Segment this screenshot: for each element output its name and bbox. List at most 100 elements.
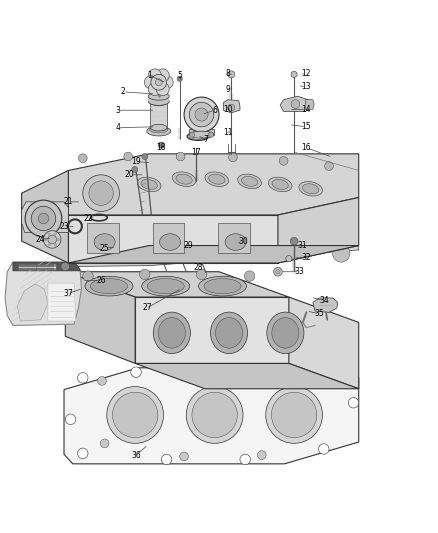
Ellipse shape: [208, 174, 225, 184]
Polygon shape: [68, 246, 359, 263]
Ellipse shape: [158, 318, 185, 348]
Circle shape: [325, 161, 333, 171]
Polygon shape: [135, 297, 289, 364]
Circle shape: [180, 452, 188, 461]
Circle shape: [78, 154, 87, 163]
Circle shape: [186, 386, 243, 443]
Polygon shape: [5, 262, 81, 326]
Text: 7: 7: [204, 134, 208, 143]
Circle shape: [140, 269, 150, 280]
Text: 12: 12: [302, 69, 311, 78]
Polygon shape: [21, 202, 68, 232]
Text: 17: 17: [191, 148, 201, 157]
Circle shape: [156, 69, 169, 82]
Circle shape: [155, 79, 162, 86]
Circle shape: [336, 372, 346, 382]
Ellipse shape: [267, 312, 304, 353]
Circle shape: [44, 238, 48, 241]
Ellipse shape: [142, 276, 190, 296]
Ellipse shape: [189, 131, 214, 138]
Circle shape: [83, 175, 120, 212]
Circle shape: [184, 97, 219, 132]
Ellipse shape: [215, 318, 243, 348]
Ellipse shape: [211, 312, 247, 353]
Text: 11: 11: [223, 127, 233, 136]
Text: 27: 27: [142, 303, 152, 312]
Bar: [218, 223, 250, 253]
Polygon shape: [68, 215, 278, 263]
Circle shape: [249, 369, 258, 378]
Text: 13: 13: [301, 82, 311, 91]
Circle shape: [195, 108, 208, 121]
Polygon shape: [280, 96, 311, 111]
Circle shape: [161, 454, 172, 465]
Polygon shape: [48, 283, 76, 321]
Bar: [189, 130, 214, 135]
Circle shape: [189, 102, 214, 127]
Circle shape: [158, 142, 164, 148]
Ellipse shape: [90, 279, 127, 294]
Circle shape: [279, 157, 288, 165]
Text: 5: 5: [177, 71, 182, 80]
Text: 9: 9: [225, 85, 230, 94]
Circle shape: [156, 83, 169, 95]
Text: 35: 35: [314, 309, 324, 318]
Text: 37: 37: [64, 289, 73, 298]
Circle shape: [47, 243, 51, 246]
Text: 23: 23: [59, 222, 69, 231]
Text: 25: 25: [100, 244, 110, 253]
Text: 4: 4: [115, 123, 120, 132]
Ellipse shape: [137, 177, 161, 192]
Text: 31: 31: [297, 241, 307, 250]
Polygon shape: [13, 262, 80, 271]
Ellipse shape: [176, 174, 192, 184]
Ellipse shape: [141, 180, 157, 189]
Circle shape: [272, 392, 317, 438]
Circle shape: [258, 451, 266, 459]
Circle shape: [142, 154, 148, 159]
Polygon shape: [289, 297, 359, 389]
Text: 36: 36: [131, 450, 141, 459]
Circle shape: [145, 76, 157, 89]
Polygon shape: [21, 171, 68, 263]
Text: 28: 28: [193, 263, 203, 272]
Text: 33: 33: [295, 267, 305, 276]
Circle shape: [65, 414, 76, 425]
Circle shape: [229, 153, 237, 161]
Ellipse shape: [147, 126, 171, 136]
Ellipse shape: [150, 124, 167, 131]
Ellipse shape: [148, 98, 169, 106]
Circle shape: [272, 243, 289, 260]
Ellipse shape: [159, 234, 180, 251]
Circle shape: [291, 100, 300, 108]
Circle shape: [151, 75, 166, 90]
Circle shape: [48, 235, 57, 244]
Circle shape: [266, 386, 322, 443]
Circle shape: [208, 132, 214, 138]
Circle shape: [197, 243, 215, 260]
Circle shape: [78, 373, 88, 383]
Circle shape: [98, 376, 106, 385]
Circle shape: [177, 76, 182, 82]
Circle shape: [228, 104, 235, 111]
Ellipse shape: [153, 312, 191, 353]
Circle shape: [38, 213, 49, 224]
Circle shape: [196, 269, 207, 280]
Circle shape: [53, 232, 57, 236]
Bar: [19, 266, 56, 268]
Circle shape: [210, 367, 221, 377]
Ellipse shape: [94, 234, 115, 251]
Ellipse shape: [238, 174, 261, 189]
Text: 18: 18: [157, 143, 166, 152]
Text: 2: 2: [120, 87, 125, 96]
Ellipse shape: [147, 279, 184, 294]
Circle shape: [176, 152, 185, 161]
Polygon shape: [305, 100, 314, 109]
Circle shape: [148, 69, 161, 82]
Bar: [87, 223, 119, 253]
Bar: [19, 265, 56, 270]
Circle shape: [83, 271, 93, 281]
Text: 6: 6: [212, 106, 217, 115]
Circle shape: [274, 268, 283, 276]
Text: 26: 26: [96, 276, 106, 285]
